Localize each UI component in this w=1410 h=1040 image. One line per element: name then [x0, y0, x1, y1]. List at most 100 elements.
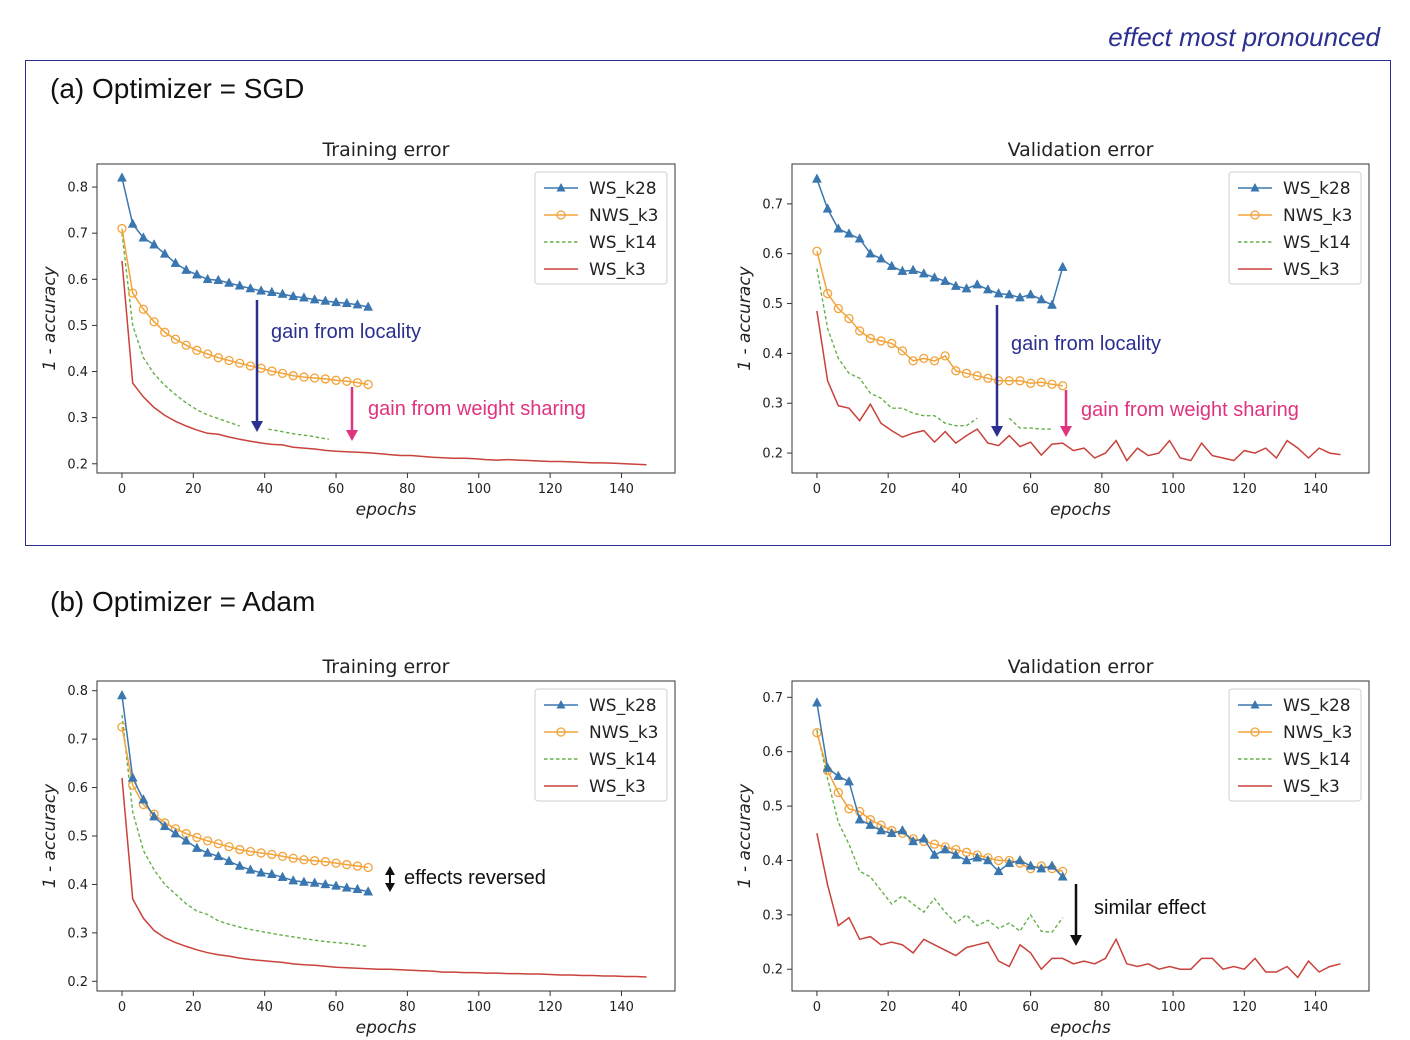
- x-tick-label: 0: [118, 1000, 126, 1015]
- legend-item-nws-k3: NWS_k3: [1238, 206, 1352, 226]
- data-point: [1015, 854, 1025, 865]
- data-point: [341, 297, 352, 308]
- y-tick-label: 0.2: [67, 975, 88, 990]
- data-point: [822, 762, 833, 772]
- data-point: [267, 366, 277, 376]
- data-point: [320, 295, 331, 305]
- data-point: [192, 832, 202, 843]
- data-point: [224, 842, 234, 852]
- section-title-sgd: (a) Optimizer = SGD: [50, 73, 305, 104]
- data-point: [266, 286, 277, 296]
- data-point: [342, 859, 352, 870]
- data-point: [159, 248, 170, 258]
- y-tick-label: 0.3: [67, 411, 88, 426]
- legend-item-ws-k28: WS_k28: [1238, 179, 1351, 199]
- legend-label: WS_k14: [589, 750, 657, 770]
- data-point: [138, 794, 149, 804]
- series-line-nws-k3: [816, 251, 1063, 387]
- y-tick-label: 0.6: [762, 247, 783, 262]
- series-ws-k3: [816, 310, 1341, 462]
- x-tick-label: 20: [880, 482, 897, 497]
- data-point: [833, 223, 844, 233]
- annotation-similar-effect: similar effect: [1070, 884, 1206, 946]
- y-tick-label: 0.7: [762, 691, 783, 706]
- annotation-text: effects reversed: [404, 867, 546, 889]
- series-line-nws-k3: [121, 228, 369, 386]
- corner-note: effect most pronounced: [1108, 22, 1380, 52]
- data-point: [149, 239, 160, 249]
- y-tick-label: 0.3: [762, 908, 783, 923]
- data-point: [1036, 294, 1047, 304]
- data-point: [844, 228, 854, 238]
- legend-box: [534, 688, 668, 802]
- data-point: [961, 368, 972, 378]
- series-ws-k14: [121, 714, 369, 948]
- data-point: [822, 203, 833, 213]
- data-point: [1025, 860, 1036, 870]
- y-axis-label: 1 - accuracy: [735, 783, 755, 888]
- legend-item-nws-k3: NWS_k3: [1238, 723, 1352, 743]
- legend-label: WS_k3: [589, 777, 646, 797]
- legend-box: [1228, 688, 1362, 802]
- data-point: [149, 811, 160, 821]
- legend-label: NWS_k3: [1283, 723, 1352, 743]
- data-point: [833, 303, 843, 314]
- data-point: [887, 338, 897, 349]
- data-point: [160, 327, 170, 337]
- x-tick-label: 140: [1303, 482, 1328, 497]
- legend-item-nws-k3: NWS_k3: [544, 206, 658, 226]
- data-point: [1004, 376, 1014, 386]
- data-point: [127, 218, 138, 228]
- data-point: [993, 376, 1004, 386]
- data-point: [929, 839, 940, 849]
- data-point: [170, 257, 181, 267]
- data-point: [1047, 299, 1057, 309]
- series-line-ws-k3: [816, 833, 1341, 979]
- y-tick-label: 0.3: [762, 397, 783, 412]
- y-tick-label: 0.5: [67, 830, 88, 845]
- data-point: [833, 787, 843, 798]
- data-point: [224, 855, 234, 865]
- data-point: [309, 877, 320, 887]
- data-point: [1025, 378, 1036, 388]
- y-tick-label: 0.5: [762, 297, 783, 312]
- x-tick-label: 0: [813, 482, 821, 497]
- series-ws-k28: [812, 697, 1068, 881]
- y-tick-label: 0.4: [762, 347, 783, 362]
- annotation-gain-from-weight-sharing: gain from weight sharing: [346, 387, 586, 441]
- x-tick-label: 100: [466, 1000, 491, 1015]
- data-point: [854, 814, 865, 824]
- data-point: [288, 371, 298, 381]
- data-point: [191, 842, 202, 852]
- data-point: [352, 377, 363, 388]
- data-point: [1004, 289, 1015, 299]
- annotation-arrow-head: [346, 430, 358, 441]
- legend-item-ws-k28: WS_k28: [544, 179, 657, 199]
- sgd-highlight-frame: [25, 60, 1391, 546]
- series-ws-k3: [816, 833, 1341, 979]
- x-tick-label: 140: [609, 482, 634, 497]
- legend-item-nws-k3: NWS_k3: [544, 723, 658, 743]
- data-point: [908, 264, 919, 274]
- data-point: [844, 313, 854, 324]
- data-point: [202, 847, 213, 857]
- data-point: [170, 828, 181, 838]
- data-point: [993, 288, 1004, 298]
- x-tick-label: 40: [256, 482, 273, 497]
- annotation-text: gain from locality: [1011, 333, 1161, 355]
- series-ws-k28: [812, 173, 1068, 309]
- annotation-arrow-head: [1070, 935, 1082, 946]
- data-point: [299, 855, 309, 865]
- y-tick-label: 0.7: [67, 733, 88, 748]
- data-point: [181, 264, 192, 274]
- data-point: [245, 864, 256, 874]
- data-point: [299, 876, 309, 886]
- legend-item-ws-k14: WS_k14: [544, 750, 657, 770]
- legend-label: WS_k3: [589, 260, 646, 280]
- legend-label: WS_k28: [589, 696, 657, 716]
- series-ws-k3: [121, 777, 647, 978]
- y-tick-label: 0.7: [67, 227, 88, 242]
- data-point: [277, 871, 288, 881]
- series-ws-k14: [121, 233, 330, 440]
